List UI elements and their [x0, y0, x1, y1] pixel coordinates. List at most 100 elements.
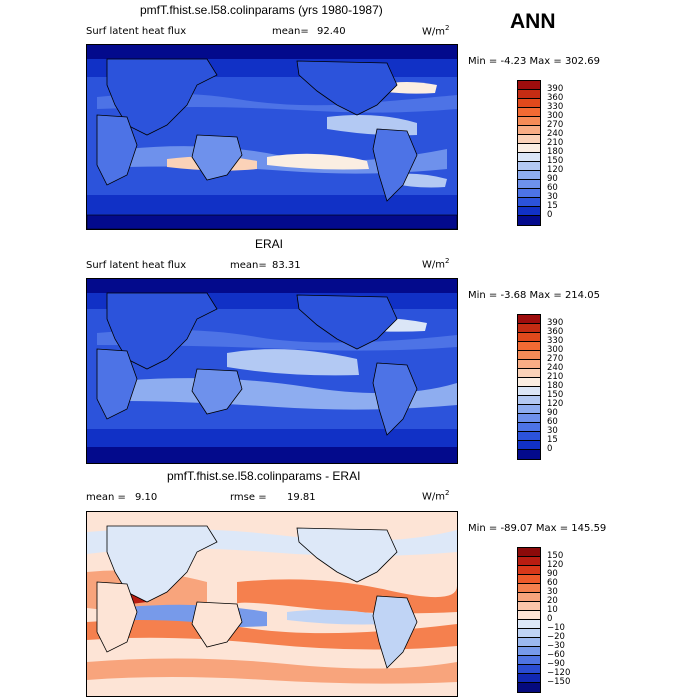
panel2-colorbar-block [518, 333, 540, 342]
panel1-mean-value: 92.40 [317, 26, 346, 37]
colorbar-tick: 10 [547, 605, 558, 615]
panel3-colorbar-block [518, 575, 540, 584]
panel1-colorbar-block [518, 117, 540, 126]
colorbar-tick: 120 [547, 399, 564, 409]
colorbar-tick: 15 [547, 201, 558, 211]
panel1-map [86, 44, 458, 230]
colorbar-tick: 180 [547, 381, 564, 391]
panel2-colorbar-block [518, 432, 540, 441]
panel1-colorbar-block [518, 126, 540, 135]
colorbar-tick: 180 [547, 147, 564, 157]
panel3-colorbar-block [518, 683, 540, 692]
colorbar-tick: 20 [547, 596, 558, 606]
panel3-colorbar-block [518, 674, 540, 683]
panel3-rmse-value: 19.81 [287, 492, 316, 503]
panel1-colorbar-block [518, 99, 540, 108]
colorbar-tick: 210 [547, 372, 564, 382]
panel1-colorbar-block [518, 153, 540, 162]
panel1-map-svg [87, 45, 457, 229]
panel1-colorbar-block [518, 171, 540, 180]
panel3-minmax: Min = -89.07 Max = 145.59 [468, 523, 607, 534]
panel3-colorbar-block [518, 647, 540, 656]
panel1-colorbar-block [518, 189, 540, 198]
colorbar-tick: 90 [547, 408, 558, 418]
panel1-colorbar-block [518, 135, 540, 144]
panel1-colorbar-block [518, 216, 540, 225]
panel1-colorbar-block [518, 108, 540, 117]
panel2-colorbar-block [518, 450, 540, 459]
panel3-colorbar-block [518, 620, 540, 629]
panel2-colorbar-block [518, 369, 540, 378]
panel1-colorbar-block [518, 144, 540, 153]
colorbar-tick: 150 [547, 551, 564, 561]
panel3-colorbar [517, 547, 541, 693]
panel3-rmse-label: rmse = [230, 492, 267, 503]
colorbar-tick: 120 [547, 560, 564, 570]
colorbar-tick: 0 [547, 210, 553, 220]
panel2-mean-value: 83.31 [272, 260, 301, 271]
panel2-title: ERAI [255, 237, 284, 251]
colorbar-tick: 390 [547, 84, 564, 94]
colorbar-tick: 240 [547, 129, 564, 139]
panel3-colorbar-block [518, 566, 540, 575]
panel3-colorbar-block [518, 665, 540, 674]
colorbar-tick: −20 [547, 632, 565, 642]
colorbar-tick: 240 [547, 363, 564, 373]
panel1-colorbar-block [518, 90, 540, 99]
panel1-colorbar-block [518, 180, 540, 189]
panel1-colorbar-block [518, 198, 540, 207]
colorbar-tick: 360 [547, 327, 564, 337]
panel2-colorbar-block [518, 396, 540, 405]
colorbar-tick: 0 [547, 444, 553, 454]
colorbar-tick: 90 [547, 174, 558, 184]
panel1-colorbar-block [518, 81, 540, 90]
colorbar-tick: 210 [547, 138, 564, 148]
panel2-colorbar-block [518, 387, 540, 396]
colorbar-tick: 15 [547, 435, 558, 445]
colorbar-tick: 270 [547, 120, 564, 130]
panel3-colorbar-block [518, 548, 540, 557]
colorbar-tick: 330 [547, 336, 564, 346]
panel2-minmax: Min = -3.68 Max = 214.05 [468, 290, 600, 301]
panel2-map [86, 278, 458, 464]
panel1-colorbar-block [518, 207, 540, 216]
panel3-colorbar-block [518, 629, 540, 638]
colorbar-tick: 90 [547, 569, 558, 579]
colorbar-tick: 60 [547, 183, 558, 193]
panel2-colorbar-block [518, 378, 540, 387]
colorbar-tick: −10 [547, 623, 565, 633]
panel3-colorbar-block [518, 584, 540, 593]
colorbar-tick: −30 [547, 641, 565, 651]
panel3-map-svg [87, 512, 457, 696]
panel2-map-svg [87, 279, 457, 463]
panel1-variable-label: Surf latent heat flux [86, 26, 187, 37]
panel3-mean-value: 9.10 [135, 492, 158, 503]
panel3-units: W/m2 [422, 489, 450, 503]
panel2-colorbar [517, 314, 541, 460]
colorbar-tick: 60 [547, 578, 558, 588]
panel3-colorbar-block [518, 602, 540, 611]
colorbar-tick: 360 [547, 93, 564, 103]
panel1-colorbar [517, 80, 541, 226]
colorbar-tick: −150 [547, 677, 571, 687]
panel2-colorbar-block [518, 441, 540, 450]
panel1-minmax: Min = -4.23 Max = 302.69 [468, 56, 600, 67]
colorbar-tick: 390 [547, 318, 564, 328]
colorbar-tick: 150 [547, 156, 564, 166]
colorbar-tick: 30 [547, 192, 558, 202]
colorbar-tick: 300 [547, 111, 564, 121]
panel3-colorbar-block [518, 557, 540, 566]
colorbar-tick: 150 [547, 390, 564, 400]
panel2-colorbar-block [518, 414, 540, 423]
panel2-colorbar-block [518, 360, 540, 369]
panel1-title: pmfT.fhist.se.l58.colinparams (yrs 1980-… [140, 3, 383, 17]
panel2-variable-label: Surf latent heat flux [86, 260, 187, 271]
colorbar-tick: −60 [547, 650, 565, 660]
panel1-colorbar-block [518, 162, 540, 171]
panel2-colorbar-block [518, 324, 540, 333]
panel1-units: W/m2 [422, 24, 450, 38]
panel2-colorbar-block [518, 405, 540, 414]
panel3-colorbar-block [518, 638, 540, 647]
colorbar-tick: −90 [547, 659, 565, 669]
panel3-colorbar-block [518, 611, 540, 620]
